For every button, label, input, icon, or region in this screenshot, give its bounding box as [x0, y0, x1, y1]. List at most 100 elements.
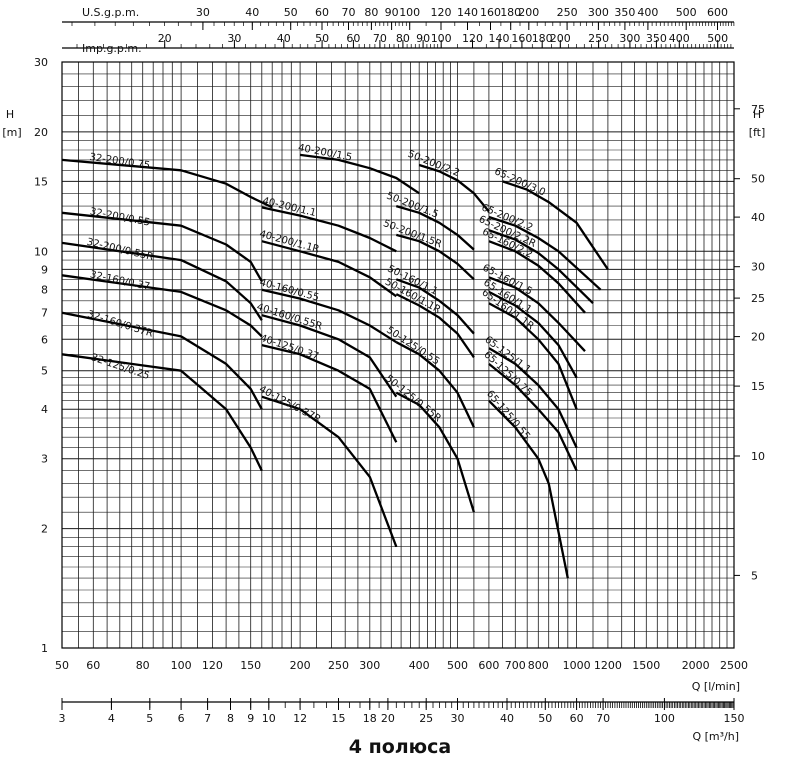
x-tick-label: 60 — [86, 659, 100, 672]
m3h-tick-label: 40 — [500, 712, 514, 725]
usgpm-tick-label: 80 — [364, 6, 378, 19]
y-tick-label: 1 — [41, 642, 48, 655]
usgpm-tick-label: 40 — [245, 6, 259, 19]
x-tick-label: 1500 — [632, 659, 660, 672]
ft-tick-label: 25 — [751, 292, 765, 305]
x-axis-unit: Q [l/min] — [692, 680, 740, 693]
ft-tick-label: 5 — [751, 569, 758, 582]
chart-caption: 4 полюса — [348, 736, 452, 758]
impgpm-tick-label: 160 — [511, 32, 532, 45]
impgpm-tick-label: 100 — [431, 32, 452, 45]
x-tick-label: 2000 — [682, 659, 710, 672]
m3h-tick-label: 60 — [570, 712, 584, 725]
usgpm-tick-label: 600 — [707, 6, 728, 19]
impgpm-tick-label: 180 — [532, 32, 553, 45]
pump-curve — [488, 215, 602, 291]
pump-curve — [488, 302, 578, 410]
pump-curve — [261, 206, 397, 253]
curve-label: 50-200/1.5R — [382, 218, 444, 250]
ft-axis-unit: [ft] — [749, 126, 766, 139]
m3h-axis-unit: Q [m³/h] — [692, 730, 739, 743]
usgpm-tick-label: 160 — [480, 6, 501, 19]
usgpm-tick-label: 60 — [315, 6, 329, 19]
impgpm-tick-label: 20 — [158, 32, 172, 45]
y-tick-label: 3 — [41, 453, 48, 466]
pump-curve — [61, 211, 263, 282]
pump-curve — [418, 163, 490, 213]
x-tick-label: 500 — [447, 659, 468, 672]
y-tick-label: 4 — [41, 403, 48, 416]
pump-curve — [488, 399, 569, 579]
y-tick-label: 15 — [34, 175, 48, 188]
impgpm-tick-label: 60 — [346, 32, 360, 45]
impgpm-tick-label: 40 — [277, 32, 291, 45]
y-tick-label: 5 — [41, 365, 48, 378]
pump-curve — [395, 204, 475, 251]
y-tick-label: 10 — [34, 245, 48, 258]
grid — [61, 61, 735, 649]
pump-curve — [488, 240, 586, 314]
y-axis-unit: [m] — [2, 126, 21, 139]
m3h-tick-label: 150 — [724, 712, 745, 725]
impgpm-tick-label: 80 — [396, 32, 410, 45]
curve-label: 50-200/1.5 — [385, 191, 440, 221]
curve-label: 40-200/1.5 — [297, 143, 353, 164]
x-tick-label: 1000 — [563, 659, 591, 672]
ft-tick-label: 20 — [751, 331, 765, 344]
pump-curve — [395, 233, 475, 281]
pump-curve — [61, 241, 263, 321]
pump-curve — [61, 274, 263, 338]
x-axes: 50 60 80 100 120 150 200 250 300 400 500 600 700 800 1… — [55, 659, 748, 743]
impgpm-tick-label: 500 — [707, 32, 728, 45]
pump-curve — [488, 290, 578, 379]
m3h-tick-label: 100 — [654, 712, 675, 725]
usgpm-axis-title: U.S.g.p.m. — [82, 6, 139, 19]
m3h-tick-label: 10 — [262, 712, 276, 725]
usgpm-tick-label: 350 — [614, 6, 635, 19]
top-axes: U.S.g.p.m.Imp.g.p.m.30 40 50 60 70 80 90 100 120… — [62, 6, 735, 55]
impgpm-axis-title: Imp.g.p.m. — [82, 42, 142, 55]
x-tick-label: 600 — [478, 659, 499, 672]
x-tick-label: 800 — [528, 659, 549, 672]
usgpm-tick-label: 90 — [385, 6, 399, 19]
impgpm-tick-label: 350 — [646, 32, 667, 45]
pump-curve — [61, 311, 263, 410]
ft-tick-label: 30 — [751, 261, 765, 274]
m3h-tick-label: 20 — [381, 712, 395, 725]
curve-label: 50-125/0.55 — [384, 325, 441, 368]
impgpm-tick-label: 140 — [489, 32, 510, 45]
pump-curve — [261, 240, 397, 298]
impgpm-tick-label: 50 — [315, 32, 329, 45]
m3h-tick-label: 18 — [363, 712, 377, 725]
impgpm-tick-label: 400 — [669, 32, 690, 45]
usgpm-tick-label: 140 — [457, 6, 478, 19]
usgpm-tick-label: 180 — [500, 6, 521, 19]
usgpm-tick-label: 50 — [284, 6, 298, 19]
m3h-tick-label: 9 — [247, 712, 254, 725]
m3h-tick-label: 3 — [59, 712, 66, 725]
x-tick-label: 1200 — [594, 659, 622, 672]
impgpm-tick-label: 300 — [619, 32, 640, 45]
pump-curve — [395, 391, 475, 513]
impgpm-tick-label: 90 — [416, 32, 430, 45]
m3h-tick-label: 8 — [227, 712, 234, 725]
pump-curve — [395, 278, 475, 335]
x-tick-label: 400 — [409, 659, 430, 672]
x-tick-label: 120 — [202, 659, 223, 672]
impgpm-tick-label: 120 — [462, 32, 483, 45]
y-tick-label: 2 — [41, 523, 48, 536]
pump-curve — [261, 395, 398, 548]
ft-tick-label: 40 — [751, 211, 765, 224]
ft-tick-label: 75 — [751, 103, 765, 116]
ft-axis-title: H — [753, 108, 761, 121]
usgpm-tick-label: 250 — [557, 6, 578, 19]
m3h-tick-label: 6 — [178, 712, 185, 725]
ft-tick-label: 50 — [751, 173, 765, 186]
x-tick-label: 150 — [240, 659, 261, 672]
usgpm-tick-label: 120 — [431, 6, 452, 19]
m3h-tick-label: 25 — [419, 712, 433, 725]
usgpm-tick-label: 400 — [637, 6, 658, 19]
y-axis-title: H — [6, 108, 14, 121]
x-tick-label: 700 — [505, 659, 526, 672]
